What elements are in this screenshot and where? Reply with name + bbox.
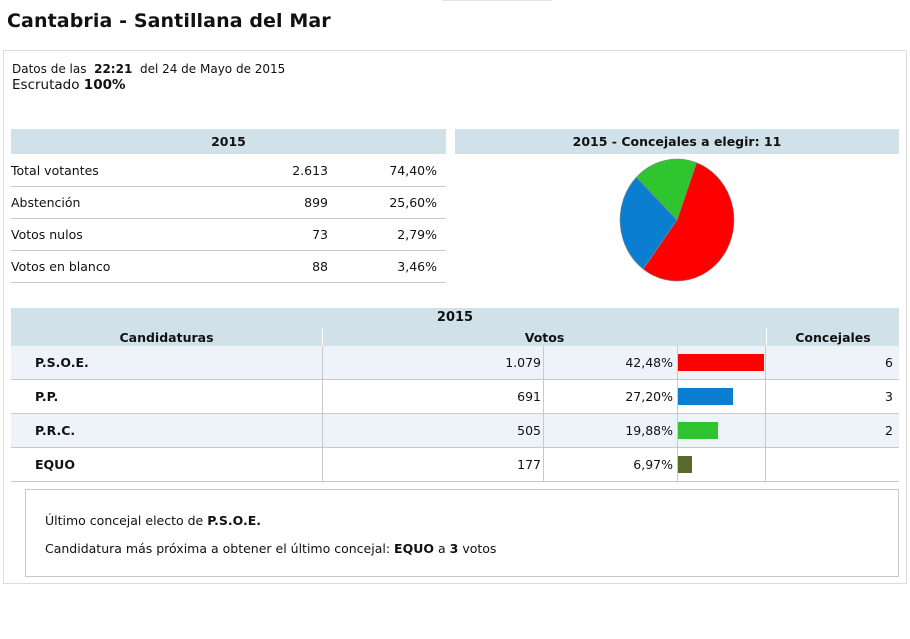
summary-label: Votos nulos <box>11 227 83 242</box>
top-divider <box>442 0 552 1</box>
summary-percent: 25,60% <box>389 195 437 210</box>
party-name: P.P. <box>35 389 59 404</box>
vote-share-bar <box>678 456 692 473</box>
summary-header: 2015 <box>11 129 446 154</box>
summary-value: 899 <box>304 195 328 210</box>
column-divider <box>677 346 678 379</box>
column-divider <box>677 448 678 481</box>
next-seat-mid: a <box>437 541 446 556</box>
summary-row: Votos en blanco 88 3,46% <box>11 251 446 283</box>
party-percent: 6,97% <box>633 457 673 472</box>
vote-share-bar <box>678 354 764 371</box>
next-seat-suffix: votos <box>462 541 497 556</box>
party-row: P.R.C. 505 19,88% 2 <box>11 414 899 448</box>
datos-prefix: Datos de las <box>12 62 87 76</box>
last-seat-prefix: Último concejal electo de <box>45 513 204 528</box>
summary-row: Total votantes 2.613 74,40% <box>11 155 446 187</box>
col-candidaturas: Candidaturas <box>11 328 322 346</box>
pie-svg <box>619 158 735 282</box>
summary-row: Votos nulos 73 2,79% <box>11 219 446 251</box>
next-seat-count: 3 <box>449 541 459 556</box>
party-percent: 27,20% <box>625 389 673 404</box>
summary-percent: 74,40% <box>389 163 437 178</box>
summary-label: Abstención <box>11 195 81 210</box>
party-row: P.P. 691 27,20% 3 <box>11 380 899 414</box>
pie-slice <box>642 162 735 282</box>
results-panel <box>3 50 907 584</box>
party-votes: 691 <box>517 389 541 404</box>
party-percent: 42,48% <box>625 355 673 370</box>
party-row: EQUO 177 6,97% <box>11 448 899 482</box>
column-divider <box>765 380 766 413</box>
column-divider <box>543 448 544 481</box>
pie-slice <box>636 158 697 221</box>
summary-value: 88 <box>312 259 328 274</box>
party-name: P.R.C. <box>35 423 76 438</box>
party-row: P.S.O.E. 1.079 42,48% 6 <box>11 346 899 380</box>
party-name: P.S.O.E. <box>35 355 89 370</box>
vote-share-bar <box>678 422 718 439</box>
column-divider <box>677 414 678 447</box>
col-votos: Votos <box>322 328 766 346</box>
column-divider <box>322 346 323 379</box>
party-votes: 177 <box>517 457 541 472</box>
data-date: del 24 de Mayo de 2015 <box>139 62 286 76</box>
pie-slice <box>619 176 678 270</box>
party-votes: 1.079 <box>505 355 541 370</box>
escrutado-label: Escrutado <box>12 77 80 93</box>
last-seat-party: P.S.O.E. <box>207 513 262 528</box>
seats-pie-chart <box>618 157 736 283</box>
party-seats: 2 <box>885 423 893 438</box>
column-divider <box>765 448 766 481</box>
summary-percent: 2,79% <box>397 227 437 242</box>
next-seat-line: Candidatura más próxima a obtener el últ… <box>45 541 496 556</box>
summary-label: Total votantes <box>11 163 99 178</box>
results-header: 2015 <box>11 308 899 328</box>
page-title: Cantabria - Santillana del Mar <box>7 10 331 32</box>
party-name: EQUO <box>35 457 75 472</box>
data-time: 22:21 <box>94 62 133 76</box>
next-seat-party: EQUO <box>394 541 434 556</box>
last-seat-box: Último concejal electo de P.S.O.E. Candi… <box>25 489 899 577</box>
last-seat-line: Último concejal electo de P.S.O.E. <box>45 513 261 528</box>
results-table: P.S.O.E. 1.079 42,48% 6 P.P. 691 27,20% 3 P.R.C.… <box>11 346 899 482</box>
column-divider <box>322 448 323 481</box>
column-divider <box>322 380 323 413</box>
col-concejales: Concejales <box>766 328 899 346</box>
pie-header: 2015 - Concejales a elegir: 11 <box>455 129 899 154</box>
party-seats: 6 <box>885 355 893 370</box>
party-seats: 3 <box>885 389 893 404</box>
summary-percent: 3,46% <box>397 259 437 274</box>
party-percent: 19,88% <box>625 423 673 438</box>
next-seat-prefix: Candidatura más próxima a obtener el últ… <box>45 541 391 556</box>
escrutado-value: 100% <box>83 77 126 93</box>
column-divider <box>765 346 766 379</box>
escrutado: Escrutado 100% <box>12 77 126 93</box>
column-divider <box>322 414 323 447</box>
column-divider <box>543 380 544 413</box>
column-divider <box>543 346 544 379</box>
summary-row: Abstención 899 25,60% <box>11 187 446 219</box>
vote-share-bar <box>678 388 733 405</box>
summary-label: Votos en blanco <box>11 259 111 274</box>
party-votes: 505 <box>517 423 541 438</box>
summary-table: Total votantes 2.613 74,40% Abstención 8… <box>11 155 446 283</box>
summary-value: 73 <box>312 227 328 242</box>
data-timestamp: Datos de las 22:21 del 24 de Mayo de 201… <box>12 61 285 77</box>
column-divider <box>765 414 766 447</box>
summary-value: 2.613 <box>292 163 328 178</box>
column-divider <box>543 414 544 447</box>
column-divider <box>677 380 678 413</box>
